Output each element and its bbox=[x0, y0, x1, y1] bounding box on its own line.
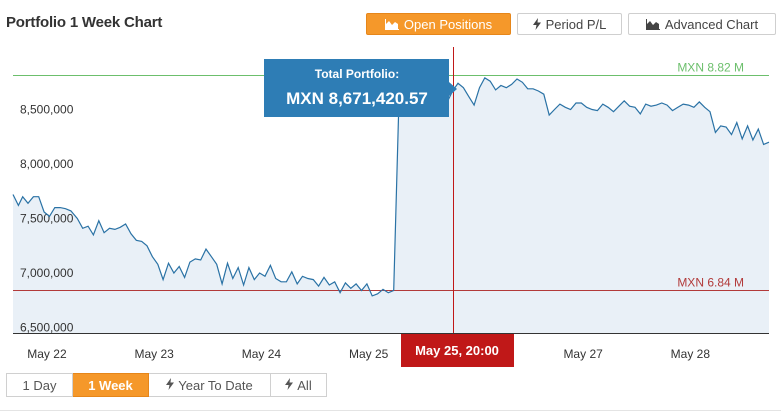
range-label: Year To Date bbox=[178, 377, 253, 393]
x-tick-label: May 28 bbox=[671, 347, 711, 361]
x-tick-label: May 25 bbox=[349, 347, 389, 361]
tooltip-value: MXN 8,671,420.57 bbox=[286, 89, 428, 108]
range-button-1-day[interactable]: 1 Day bbox=[6, 373, 73, 397]
tooltip-pointer bbox=[449, 82, 457, 96]
advanced-chart-label: Advanced Chart bbox=[664, 16, 759, 32]
x-tick-label: May 27 bbox=[563, 347, 603, 361]
bolt-icon bbox=[166, 377, 175, 393]
advanced-chart-button[interactable]: Advanced Chart bbox=[628, 13, 776, 35]
y-tick-label: 8,000,000 bbox=[20, 157, 74, 171]
tooltip-label: Total Portfolio: bbox=[315, 67, 399, 81]
min-reference-label: MXN 6.84 M bbox=[677, 276, 744, 290]
series-area bbox=[13, 77, 769, 334]
y-tick-label: 7,500,000 bbox=[20, 212, 74, 226]
y-tick-label: 6,500,000 bbox=[20, 321, 74, 335]
max-reference-label: MXN 8.82 M bbox=[677, 61, 744, 75]
x-tick-label: May 24 bbox=[242, 347, 282, 361]
range-label: All bbox=[297, 377, 312, 393]
open-positions-label: Open Positions bbox=[403, 16, 493, 32]
y-tick-label: 7,000,000 bbox=[20, 266, 74, 280]
bolt-icon bbox=[532, 18, 541, 30]
series-line bbox=[12, 77, 770, 297]
x-tick-label: May 23 bbox=[135, 347, 175, 361]
page-title: Portfolio 1 Week Chart bbox=[6, 14, 163, 31]
range-button-all[interactable]: All bbox=[271, 373, 327, 397]
range-selector: 1 Day 1 Week Year To Date All bbox=[6, 373, 327, 397]
tooltip-box bbox=[264, 59, 449, 117]
crosshair-label-box bbox=[401, 334, 514, 367]
range-button-1-week[interactable]: 1 Week bbox=[73, 373, 149, 397]
footer-divider bbox=[0, 410, 781, 411]
x-tick-label: May 22 bbox=[27, 347, 67, 361]
crosshair-label: May 25, 20:00 bbox=[415, 343, 499, 358]
range-label: 1 Week bbox=[88, 377, 133, 393]
open-positions-button[interactable]: Open Positions bbox=[366, 13, 511, 35]
period-pl-label: Period P/L bbox=[545, 16, 607, 32]
range-label: 1 Day bbox=[22, 377, 57, 393]
range-button-year-to-date[interactable]: Year To Date bbox=[149, 373, 271, 397]
area-chart-icon bbox=[645, 18, 660, 30]
period-pl-button[interactable]: Period P/L bbox=[517, 13, 622, 35]
area-chart-icon bbox=[384, 18, 399, 30]
y-tick-label: 8,500,000 bbox=[20, 103, 74, 117]
bolt-icon bbox=[285, 377, 294, 393]
portfolio-chart[interactable]: MXN 8.82 M MXN 6.84 M 6,500,000 7,000,000 7,… bbox=[0, 0, 781, 372]
